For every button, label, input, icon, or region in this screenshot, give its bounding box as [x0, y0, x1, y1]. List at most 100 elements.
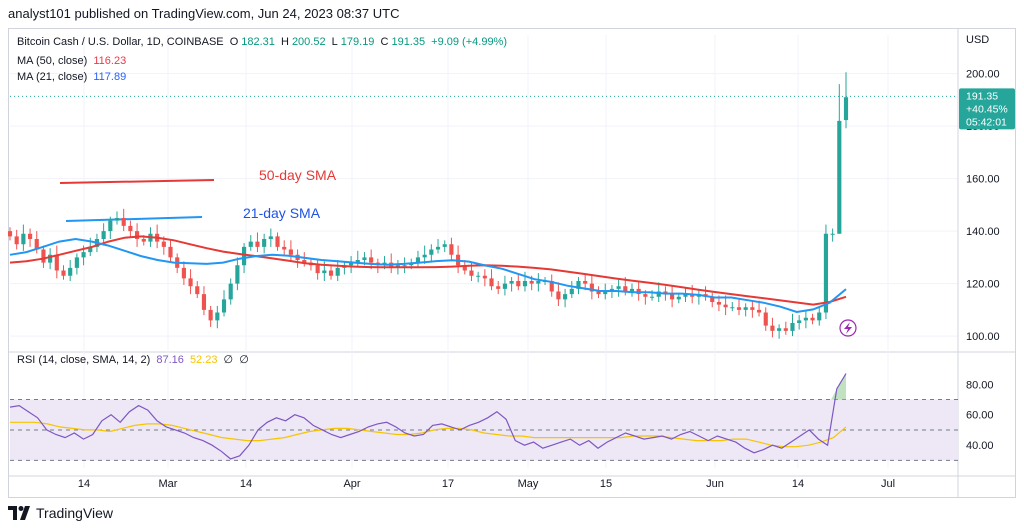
- candle-body: [288, 249, 293, 255]
- high-label: H: [280, 36, 289, 48]
- candle-series: [8, 72, 849, 339]
- footer-brand: TradingView: [36, 505, 114, 521]
- candle-body: [810, 317, 815, 321]
- candle-body: [349, 262, 354, 266]
- low-label: L: [331, 36, 338, 48]
- candle-body: [803, 317, 808, 321]
- candle-body: [690, 294, 695, 297]
- candle-body: [683, 294, 688, 297]
- last-price-tag: 191.35+40.45%05:42:01: [959, 88, 1015, 130]
- lightning-icon: [839, 319, 857, 337]
- symbol-legend: Bitcoin Cash / U.S. Dollar, 1D, COINBASE…: [17, 36, 510, 48]
- candle-body: [649, 296, 655, 298]
- x-tick-label: 17: [442, 478, 454, 490]
- candle-body: [462, 265, 467, 271]
- price-tag-change: +40.45%: [966, 103, 1008, 115]
- candle-body: [21, 233, 26, 245]
- candle-body: [322, 270, 327, 274]
- candle-body: [496, 286, 501, 289]
- x-tick-label: Mar: [159, 478, 178, 490]
- y-tick-label: 200.00: [966, 69, 1000, 81]
- candle-body: [8, 231, 13, 237]
- rsi-legend: RSI (14, close, SMA, 14, 2) 87.16 52.23 …: [17, 353, 252, 366]
- candle-body: [643, 294, 648, 297]
- currency-label: USD: [966, 34, 989, 46]
- candle-body: [449, 244, 454, 255]
- rsi-sma-value: 52.23: [189, 354, 218, 366]
- candle-body: [516, 281, 521, 287]
- candle-body: [576, 281, 581, 289]
- price-chart[interactable]: 100.00120.00140.00160.00180.00200.00USD1…: [8, 28, 1016, 498]
- candle-body: [556, 291, 561, 300]
- footer: TradingView: [8, 505, 113, 521]
- candle-body: [108, 220, 113, 232]
- y-tick-label: 100.00: [966, 331, 1000, 343]
- candle-body: [201, 294, 207, 310]
- rsi-y-tick-label: 80.00: [966, 379, 994, 391]
- candle-body: [34, 239, 39, 250]
- candle-body: [14, 236, 19, 245]
- candle-body: [710, 296, 715, 302]
- x-tick-label: 15: [600, 478, 612, 490]
- candle-body: [88, 246, 93, 253]
- high-value: 200.52: [291, 36, 326, 48]
- ma50-label: MA (50, close): [17, 55, 88, 67]
- candle-body: [335, 267, 340, 276]
- candle-body: [188, 278, 193, 287]
- ma21-line: [9, 237, 847, 314]
- annotation-50-sma: 50-day SMA: [259, 167, 337, 183]
- price-tag-countdown: 05:42:01: [966, 116, 1007, 128]
- chart-frame: [8, 28, 1016, 498]
- candle-body: [262, 239, 267, 247]
- candle-body: [563, 294, 568, 300]
- candle-body: [161, 241, 166, 247]
- y-tick-label: 140.00: [966, 226, 1000, 238]
- candle-body: [302, 260, 307, 263]
- ma50-value: 116.23: [93, 55, 127, 67]
- candle-body: [435, 246, 441, 250]
- candle-body: [415, 257, 421, 263]
- price-tags: 191.35+40.45%05:42:01: [959, 88, 1015, 130]
- candle-body: [736, 307, 742, 310]
- candle-body: [843, 97, 849, 121]
- candle-body: [442, 244, 447, 247]
- candle-body: [248, 241, 253, 247]
- sma-trendlines: [59, 179, 215, 222]
- sma21-trendline: [65, 216, 203, 222]
- candle-body: [676, 296, 681, 300]
- x-tick-label: 14: [240, 478, 252, 490]
- candle-body: [134, 231, 140, 239]
- empty-icon: ∅: [239, 354, 249, 366]
- candle-body: [101, 231, 106, 239]
- candle-body: [569, 288, 574, 295]
- candle-body: [670, 294, 675, 300]
- candle-body: [369, 257, 374, 263]
- candle-body: [208, 309, 213, 321]
- close-value: 191.35: [391, 36, 426, 48]
- candle-body: [763, 312, 768, 326]
- open-value: 182.31: [241, 36, 275, 48]
- candle-body: [195, 286, 200, 295]
- candle-body: [228, 283, 233, 300]
- low-value: 179.19: [340, 36, 375, 48]
- candle-body: [121, 218, 126, 226]
- axis-labels: 100.00120.00140.00160.00180.00200.00USD1…: [78, 34, 1000, 490]
- candle-body: [235, 265, 240, 284]
- ma50-legend: MA (50, close) 116.23: [17, 55, 129, 67]
- candle-body: [61, 270, 66, 276]
- y-tick-label: 160.00: [966, 174, 1000, 186]
- candle-body: [797, 320, 802, 323]
- empty-icon: ∅: [223, 354, 234, 366]
- candle-body: [817, 312, 822, 321]
- candle-body: [41, 249, 46, 263]
- candle-body: [629, 288, 635, 292]
- rsi-line: [9, 373, 847, 460]
- lightning-bolt: [844, 322, 852, 334]
- candle-body: [68, 267, 73, 276]
- rsi-lines: [9, 373, 847, 460]
- candle-body: [770, 325, 775, 331]
- candle-body: [756, 309, 762, 313]
- rsi-band-area: [10, 398, 958, 461]
- candle-body: [790, 323, 795, 331]
- candle-body: [656, 291, 661, 297]
